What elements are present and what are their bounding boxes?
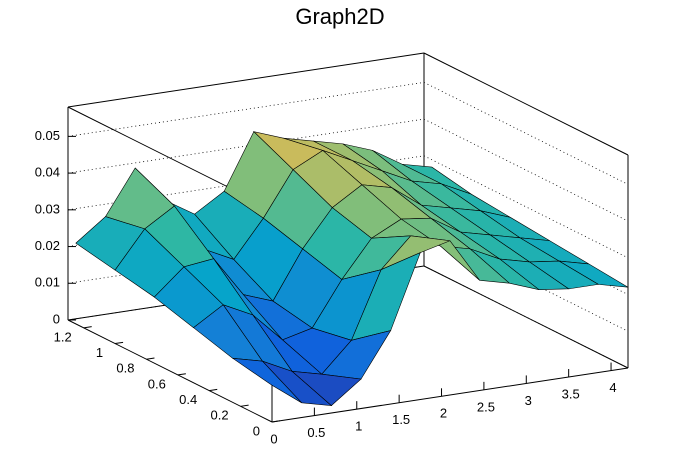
box-edge bbox=[423, 265, 629, 369]
y-tick-label: 0.4 bbox=[179, 392, 197, 407]
z-tick-label: 0.01 bbox=[35, 275, 60, 290]
x-tick-label: 3 bbox=[525, 393, 532, 408]
z-tick-label: 0 bbox=[53, 311, 60, 326]
y-tick-label: 0.2 bbox=[211, 408, 229, 423]
y-tick-label: 1 bbox=[96, 345, 103, 360]
z-tick-label: 0.04 bbox=[35, 165, 60, 180]
grid-line bbox=[67, 118, 629, 222]
y-tick-label: 0 bbox=[253, 423, 260, 438]
y-tick bbox=[146, 357, 155, 360]
chart-title: Graph2D bbox=[295, 4, 384, 29]
x-tick-label: 3.5 bbox=[562, 386, 580, 401]
y-tick-label: 0.6 bbox=[148, 376, 166, 391]
surface-cell bbox=[231, 357, 302, 404]
y-tick-label: 1.2 bbox=[54, 329, 72, 344]
z-tick-label: 0.05 bbox=[35, 128, 60, 143]
y-tick-label: 0.8 bbox=[116, 361, 134, 376]
y-tick bbox=[177, 373, 186, 376]
x-tick-label: 2.5 bbox=[477, 399, 495, 414]
y-tick bbox=[83, 326, 92, 329]
y-tick bbox=[115, 341, 124, 345]
box-edge bbox=[423, 52, 629, 156]
x-tick-label: 2 bbox=[440, 406, 447, 421]
x-tick-label: 0 bbox=[270, 431, 277, 446]
grid-line bbox=[67, 155, 629, 259]
box-edge bbox=[67, 52, 425, 108]
y-tick bbox=[271, 420, 281, 423]
x-tick-label: 1 bbox=[355, 419, 362, 434]
x-tick-label: 4 bbox=[609, 380, 616, 395]
x-tick-label: 0.5 bbox=[307, 425, 325, 440]
box-edge bbox=[67, 319, 273, 423]
y-tick bbox=[240, 404, 249, 407]
grid-line bbox=[67, 81, 629, 185]
x-tick-label: 1.5 bbox=[392, 412, 410, 427]
y-tick bbox=[209, 388, 218, 392]
z-tick-label: 0.02 bbox=[35, 238, 60, 253]
z-tick-label: 0.03 bbox=[35, 201, 60, 216]
